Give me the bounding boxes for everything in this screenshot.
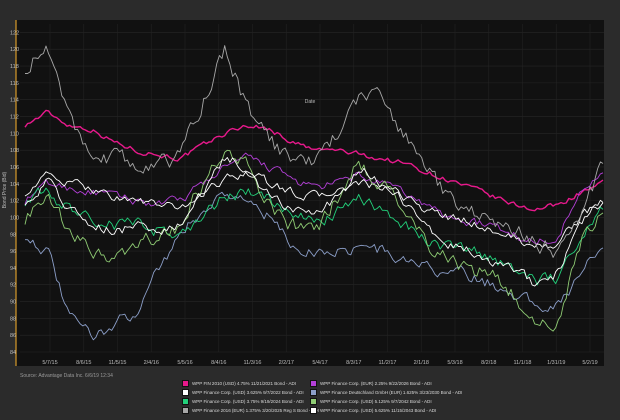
- x-tick-label: 8/2/18: [481, 360, 496, 366]
- y-tick-label: 110: [10, 131, 19, 137]
- y-tick-label: 90: [10, 300, 16, 306]
- x-tick-label: 5/4/17: [312, 360, 327, 366]
- legend-swatch: [310, 406, 317, 414]
- legend-item[interactable]: WPP Finance Corp. (USD) 3.75% 9/19/2024 …: [182, 397, 308, 405]
- y-axis-label: Bond Price (Bid): [2, 171, 8, 208]
- series-line-5: [24, 149, 604, 332]
- legend-item[interactable]: WPP Finance Corp. (USD) 3.625% 9/7/2022 …: [182, 388, 308, 396]
- y-tick-label: 100: [10, 215, 19, 221]
- series-line-2: [24, 171, 604, 249]
- legend-swatch: [182, 397, 189, 405]
- legend-swatch: [182, 379, 189, 387]
- x-tick-label: 11/5/15: [109, 360, 127, 366]
- y-tick-label: 104: [10, 182, 19, 188]
- x-tick-label: 2/4/16: [144, 360, 159, 366]
- x-axis-label: Date: [305, 99, 316, 105]
- legend-item[interactable]: WPP Finance Corp. (EUR) 2.25% 9/22/2026 …: [310, 379, 450, 387]
- plot-background: [16, 20, 604, 366]
- y-tick-label: 98: [10, 232, 16, 238]
- y-tick-label: 92: [10, 283, 16, 289]
- y-tick-label: 86: [10, 333, 16, 339]
- legend-swatch: [310, 388, 317, 396]
- y-tick-label: 88: [10, 316, 16, 322]
- x-tick-label: 1/31/19: [547, 360, 565, 366]
- x-tick-label: 11/1/18: [514, 360, 532, 366]
- legend-label: WPP FIN 2010 (USD) 4.75% 11/21/2021 Bond…: [192, 380, 297, 386]
- x-axis-ticks: 5/7/15 8/6/15 11/5/15 2/4/16 5/5/16 8/4/16 11/…: [42, 360, 597, 366]
- chart-legend: WPP FIN 2010 (USD) 4.75% 11/21/2021 Bond…: [182, 379, 462, 414]
- x-tick-label: 8/4/16: [211, 360, 226, 366]
- y-tick-label: 118: [10, 64, 19, 70]
- y-tick-label: 106: [10, 165, 19, 171]
- x-tick-label: 2/1/18: [414, 360, 429, 366]
- x-tick-label: 5/7/15: [42, 360, 57, 366]
- y-axis-ticks: 84 86 88 90 92 94 96 98 100 102 104 106 108 110 112 114…: [10, 30, 19, 356]
- legend-label: WPP Finance Corp. (USD) 3.75% 9/19/2024 …: [192, 398, 304, 404]
- source-note: Source: Advantage Data Inc. 6/6/19 12:34: [20, 373, 113, 379]
- legend-swatch: [182, 388, 189, 396]
- y-tick-label: 116: [10, 81, 19, 87]
- legend-item[interactable]: WPP Finance Deutschland GmbH (EUR) 1.625…: [310, 388, 462, 396]
- y-tick-label: 108: [10, 148, 19, 154]
- x-tick-label: 2/2/17: [279, 360, 294, 366]
- legend-swatch: [310, 397, 317, 405]
- series-lines: [24, 45, 604, 341]
- x-tick-label: 5/5/16: [177, 360, 192, 366]
- y-tick-label: 114: [10, 98, 19, 104]
- legend-label: WPP Finance Corp. (USD) 5.625% 11/15/204…: [320, 407, 437, 413]
- y-tick-label: 84: [10, 350, 16, 356]
- y-tick-label: 112: [10, 115, 19, 121]
- x-tick-label: 11/3/16: [244, 360, 262, 366]
- legend-label: WPP Finance Corp. (USD) 3.625% 9/7/2022 …: [192, 389, 304, 395]
- series-line-7: [24, 157, 604, 287]
- series-line-6: [25, 45, 604, 258]
- legend-item[interactable]: WPP FIN 2010 (USD) 4.75% 11/21/2021 Bond…: [182, 379, 308, 387]
- y-tick-label: 94: [10, 266, 16, 272]
- y-tick-label: 120: [10, 47, 19, 53]
- series-line-1: [24, 152, 604, 245]
- x-tick-label: 8/6/15: [76, 360, 91, 366]
- x-tick-label: 5/2/19: [582, 360, 597, 366]
- legend-label: WPP Finance Corp. (EUR) 2.25% 9/22/2026 …: [320, 380, 432, 386]
- x-tick-label: 8/3/17: [346, 360, 361, 366]
- legend-swatch: [310, 379, 317, 387]
- legend-label: WPP Finance Corp. (USD) 5.125% 9/7/2042 …: [320, 398, 432, 404]
- series-line-3: [25, 191, 604, 341]
- legend-label: WPP Finance Deutschland GmbH (EUR) 1.625…: [320, 389, 463, 395]
- legend-swatch: [182, 406, 189, 414]
- x-tick-label: 11/2/17: [379, 360, 397, 366]
- y-tick-label: 96: [10, 249, 16, 255]
- legend-item[interactable]: WPP Finance 2016 (EUR) 1.375% 3/20/2025 …: [182, 406, 319, 414]
- legend-item[interactable]: WPP Finance Corp. (USD) 5.125% 9/7/2042 …: [310, 397, 450, 405]
- series-line-0: [24, 109, 604, 212]
- y-tick-label: 102: [10, 199, 19, 205]
- series-line-4: [24, 187, 604, 286]
- x-tick-label: 5/3/18: [447, 360, 462, 366]
- gridlines: [20, 24, 604, 353]
- legend-label: WPP Finance 2016 (EUR) 1.375% 3/20/2025 …: [192, 407, 319, 413]
- legend-item[interactable]: WPP Finance Corp. (USD) 5.625% 11/15/204…: [310, 406, 450, 414]
- y-tick-label: 122: [10, 30, 19, 36]
